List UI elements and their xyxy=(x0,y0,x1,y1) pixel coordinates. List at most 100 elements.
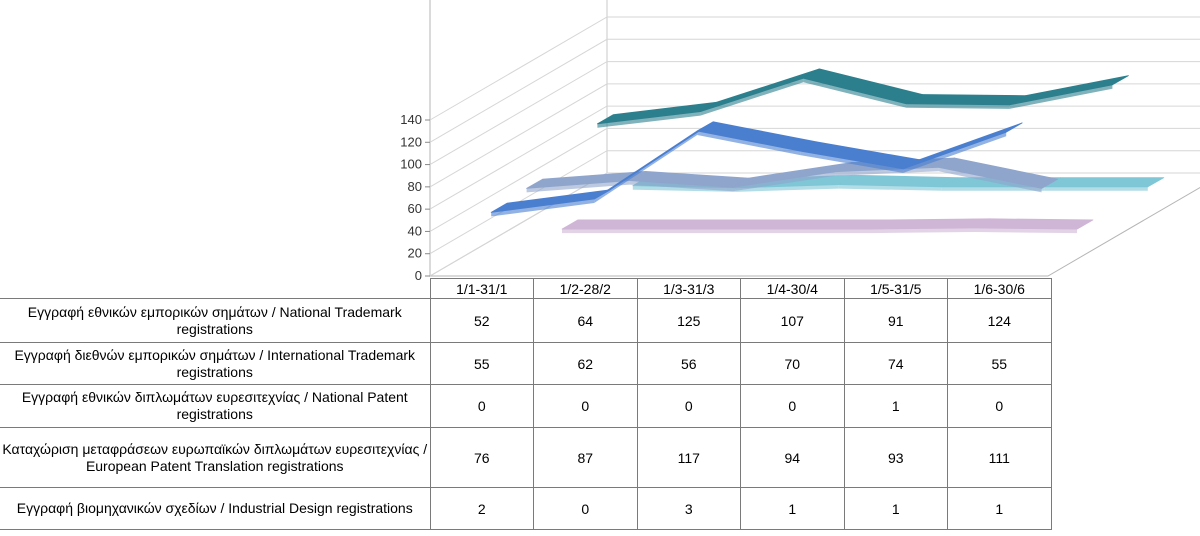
y-tick-label: 20 xyxy=(408,246,422,261)
ribbon-side xyxy=(941,186,1045,191)
ribbon-top xyxy=(973,218,1094,230)
y-tick-label: 80 xyxy=(408,179,422,194)
ribbon-side xyxy=(768,229,871,234)
ribbon-top xyxy=(1009,75,1129,106)
data-label: 117 xyxy=(636,427,741,488)
ribbon-top xyxy=(870,218,991,230)
category-label: 1/2-28/2 xyxy=(533,278,638,299)
side-wall xyxy=(429,0,608,277)
series-ribbon xyxy=(597,68,1129,128)
y-tick-label: 40 xyxy=(408,223,422,238)
ribbon-top xyxy=(664,219,785,230)
table-row: Εγγραφή εθνικών εμπορικών σημάτων / Nati… xyxy=(0,298,1052,343)
data-label: 74 xyxy=(843,342,948,385)
ribbon-side xyxy=(838,184,942,191)
gridline xyxy=(429,83,1200,188)
ribbon-top xyxy=(700,68,820,112)
series-label: Καταχώριση μεταφράσεων ευρωπαϊκών διπλωμ… xyxy=(0,427,431,488)
data-table: 1/1-31/1 1/2-28/2 1/3-31/3 1/4-30/4 1/5-… xyxy=(0,278,1052,530)
series-label: Εγγραφή διεθνών εμπορικών σημάτων / Inte… xyxy=(0,342,431,385)
table-row: Εγγραφή βιομηχανικών σχεδίων / Industria… xyxy=(0,487,1052,530)
gridline xyxy=(429,61,1200,166)
ribbon-side xyxy=(700,78,804,116)
ribbon-side xyxy=(526,180,630,193)
data-label: 52 xyxy=(429,298,534,343)
ribbon-side xyxy=(629,180,733,192)
data-label: 0 xyxy=(740,384,845,428)
table-row: Καταχώριση μεταφράσεων ευρωπαϊκών διπλωμ… xyxy=(0,427,1052,488)
y-tick-label: 140 xyxy=(400,112,422,127)
ribbon-side xyxy=(803,78,907,108)
category-label: 1/3-31/3 xyxy=(636,278,741,299)
data-label: 93 xyxy=(843,427,948,488)
category-label: 1/1-31/1 xyxy=(429,278,534,299)
ribbon-side xyxy=(491,199,595,217)
data-label: 87 xyxy=(533,427,638,488)
data-label: 1 xyxy=(843,384,948,428)
y-axis-ticks: 0 20 40 60 80 100 120 140 xyxy=(400,112,422,283)
data-label: 62 xyxy=(533,342,638,385)
chart-series xyxy=(490,68,1165,234)
y-tick-label: 0 xyxy=(415,268,422,283)
y-tick-label: 100 xyxy=(400,157,422,172)
data-label: 0 xyxy=(947,384,1052,428)
y-tick-label: 120 xyxy=(400,134,422,149)
data-label: 55 xyxy=(429,342,534,385)
ribbon-top xyxy=(906,94,1026,106)
data-label: 125 xyxy=(636,298,741,343)
series-label: Εγγραφή εθνικών διπλωμάτων ευρεσιτεχνίας… xyxy=(0,384,431,428)
ribbon-top xyxy=(767,219,888,230)
series-ribbon xyxy=(526,157,1058,193)
data-label: 56 xyxy=(636,342,741,385)
ribbon-side xyxy=(1009,84,1113,109)
category-label: 1/6-30/6 xyxy=(947,278,1052,299)
category-label: 1/5-31/5 xyxy=(843,278,948,299)
data-label: 111 xyxy=(947,427,1052,488)
series-ribbon xyxy=(561,218,1094,234)
series-label: Εγγραφή βιομηχανικών σχεδίων / Industria… xyxy=(0,487,431,530)
data-label: 70 xyxy=(740,342,845,385)
data-label: 76 xyxy=(429,427,534,488)
ribbon-side xyxy=(735,184,839,192)
data-label: 91 xyxy=(843,298,948,343)
ribbon-side xyxy=(974,228,1077,234)
data-label: 3 xyxy=(636,487,741,530)
ribbon-side xyxy=(871,228,974,234)
gridline xyxy=(429,38,1200,143)
ribbon-side xyxy=(632,185,736,192)
data-label: 0 xyxy=(533,487,638,530)
data-label: 0 xyxy=(636,384,741,428)
ribbon-side xyxy=(938,167,1042,193)
data-label: 55 xyxy=(947,342,1052,385)
gridline xyxy=(429,150,1200,255)
ribbon-side xyxy=(697,131,801,156)
table-corner xyxy=(0,278,430,299)
ribbon-side xyxy=(562,229,665,234)
table-row: Εγγραφή διεθνών εμπορικών σημάτων / Inte… xyxy=(0,342,1052,385)
ribbon-side xyxy=(732,171,836,192)
gridline xyxy=(429,127,1200,232)
ribbon-side xyxy=(906,103,1010,109)
data-label: 1 xyxy=(947,487,1052,530)
ribbon-top xyxy=(1044,177,1165,188)
category-label: 1/4-30/4 xyxy=(740,278,845,299)
y-tick-label: 60 xyxy=(408,201,422,216)
data-label: 1 xyxy=(843,487,948,530)
data-label: 0 xyxy=(429,384,534,428)
data-label: 2 xyxy=(429,487,534,530)
data-label: 64 xyxy=(533,298,638,343)
table-row: Εγγραφή εθνικών διπλωμάτων ευρεσιτεχνίας… xyxy=(0,384,1052,428)
chart-walls xyxy=(425,0,1200,277)
series-ribbon xyxy=(490,121,1023,217)
floor-edge xyxy=(430,186,1200,277)
ribbon-side xyxy=(665,229,768,234)
data-label: 107 xyxy=(740,298,845,343)
ribbon-side xyxy=(594,131,698,203)
ribbon-side xyxy=(597,111,701,128)
ribbon-side xyxy=(903,132,1007,173)
gridline xyxy=(429,16,1200,121)
ribbon-top xyxy=(561,219,682,230)
ribbon-side xyxy=(800,151,904,173)
data-label: 94 xyxy=(740,427,845,488)
